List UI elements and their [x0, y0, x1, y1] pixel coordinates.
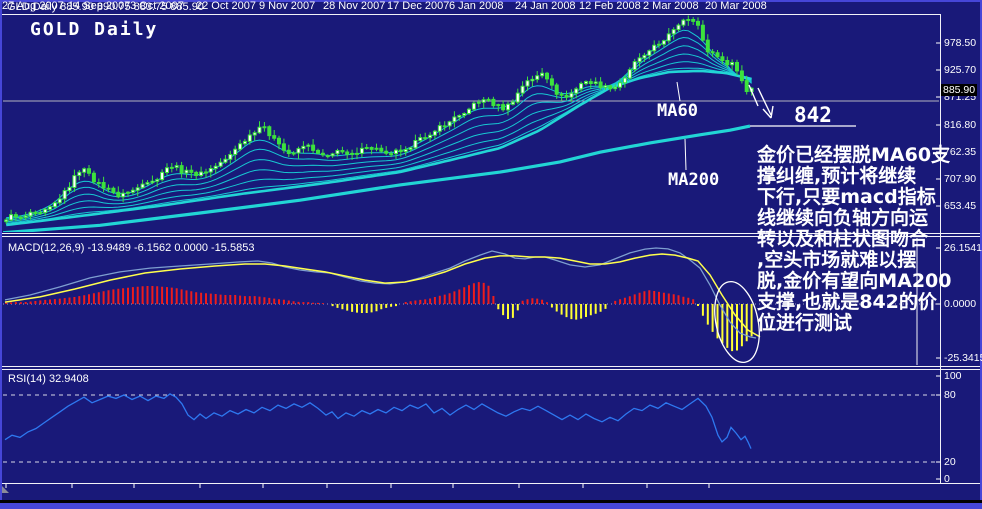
- date-axis-label: 6 Jan 2008: [449, 0, 504, 12]
- ma200-annotation-label: MA200: [668, 170, 720, 190]
- bear-candle-bodies: [13, 19, 749, 218]
- date-axis-label: 28 Nov 2007: [323, 0, 386, 12]
- window-frame-right: [980, 0, 982, 509]
- down-arrow-stroke: [748, 84, 759, 107]
- macd-signal-line: [4, 253, 761, 338]
- rsi-line: [4, 393, 752, 449]
- price-axis-label: 653.45: [944, 200, 977, 212]
- chart-watermark: GOLD Daily: [30, 19, 159, 40]
- ema-ribbon-line-3: [6, 53, 752, 223]
- ma60-annotation-label: MA60: [657, 101, 698, 121]
- price-axis-label: 925.70: [944, 64, 977, 76]
- macd-highlight-ellipse[interactable]: [708, 278, 766, 367]
- axis-ticks: [5, 42, 941, 488]
- price-axis-label: 978.50: [944, 37, 977, 49]
- rsi-divider-line2[interactable]: [2, 369, 980, 370]
- rsi-axis-label: 100: [944, 370, 962, 382]
- macd-histogram-positive: [5, 282, 695, 304]
- ema-ribbon-line-2: [6, 45, 752, 221]
- annotation-layer: [676, 81, 856, 367]
- macd-axis-label: 0.0000: [944, 298, 977, 310]
- macd-divider-line1[interactable]: [2, 233, 980, 234]
- down-arrow-head-icon: [762, 105, 774, 119]
- price-axis-label: 762.35: [944, 146, 977, 158]
- down-arrow-shaft: [757, 87, 772, 116]
- main-panel-top-border: [2, 14, 940, 15]
- bottom-shadow-line: [0, 500, 982, 503]
- ema-ribbon-line-0: [6, 29, 752, 219]
- macd-axis-label: -25.3415: [944, 352, 982, 364]
- macd-divider-line2[interactable]: [2, 236, 980, 237]
- resize-grip-icon[interactable]: [2, 486, 9, 493]
- symbol-ohlc-line: GLD,Daily 885.90 890.75 883.75 885.90: [7, 1, 204, 13]
- ma60-pointer-line: [676, 81, 681, 102]
- window-frame-left: [0, 0, 2, 509]
- price-axis-label: 816.80: [944, 119, 977, 131]
- macd-main-line: [4, 247, 757, 339]
- date-axis-label: 24 Jan 2008: [515, 0, 576, 12]
- macd-indicator-label: MACD(12,26,9) -13.9489 -6.1562 0.0000 -1…: [8, 242, 255, 254]
- date-axis-label: 14 Sep 2007: [68, 0, 131, 12]
- macd-histogram-negative: [331, 304, 753, 352]
- date-axis-label: 27 Aug 2007: [2, 0, 64, 12]
- rsi-axis-label: 0: [944, 473, 950, 485]
- ma60-line[interactable]: [6, 69, 752, 227]
- date-axis-label: 2 Mar 2008: [643, 0, 699, 12]
- date-axis-label: 9 Nov 2007: [259, 0, 316, 12]
- price-axis-label: 707.90: [944, 173, 977, 185]
- macd-axis-label: 26.1541: [944, 242, 982, 254]
- price-axis-label: 871.25: [944, 91, 977, 103]
- current-price-box: 885.90: [941, 84, 978, 96]
- ema-ribbon-line-4: [6, 61, 752, 224]
- date-axis-label: 3 Oct 2007: [130, 0, 184, 12]
- ema-ribbon-line-1: [6, 36, 752, 220]
- date-axis-label: 22 Oct 2007: [196, 0, 256, 12]
- ma200-pointer-line: [684, 138, 687, 171]
- date-axis-border: [2, 483, 980, 484]
- rsi-indicator-label: RSI(14) 32.9408: [8, 373, 89, 385]
- window-frame-top: [0, 0, 982, 2]
- date-axis-label: 17 Dec 2007: [387, 0, 450, 12]
- ma200-line[interactable]: [0, 124, 751, 233]
- date-axis-label: 20 Mar 2008: [705, 0, 767, 12]
- rsi-divider-line1[interactable]: [2, 366, 980, 367]
- rsi-axis-label: 80: [944, 389, 956, 401]
- macd-panel[interactable]: [3, 238, 939, 366]
- chinese-analysis-note: 金价已经摆脱MA60支 撑纠缠,预计将继续 下行,只要macd指标 线继续向负轴…: [757, 144, 952, 334]
- bull-candle-bodies: [4, 19, 754, 223]
- window-frame-bottom: [0, 503, 982, 509]
- rsi-panel[interactable]: [3, 393, 939, 463]
- target-price-842-label: 842: [794, 103, 832, 127]
- main-price-panel[interactable]: [0, 15, 939, 233]
- rsi-axis-label: 20: [944, 456, 956, 468]
- date-axis-label: 12 Feb 2008: [579, 0, 641, 12]
